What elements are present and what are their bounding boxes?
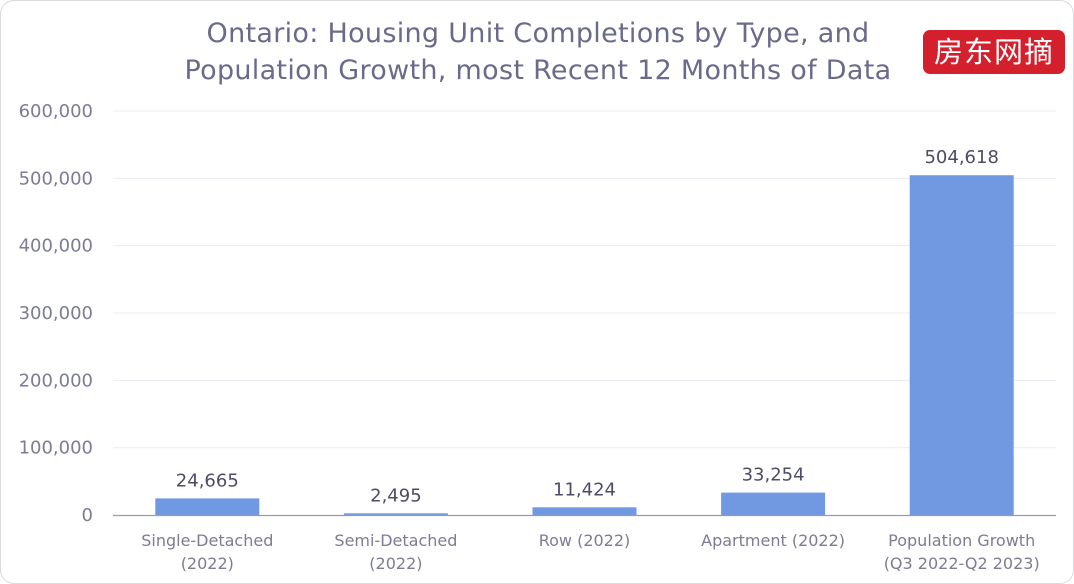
y-axis-tick-labels: 0 100,000 200,000 300,000 400,000 500,000 600,… <box>19 101 93 526</box>
bar <box>155 498 260 515</box>
x-category-label: (2022) <box>369 554 422 573</box>
x-category-label: Row (2022) <box>539 531 631 550</box>
bar <box>343 513 448 515</box>
y-tick-label: 400,000 <box>19 236 93 257</box>
x-axis-category-labels: Single-Detached (2022) Semi-Detached (2022)… <box>141 531 1039 573</box>
y-tick-label: 500,000 <box>19 168 93 189</box>
x-category-label: Semi-Detached <box>334 531 457 550</box>
chart-title-line-2: Population Growth, most Recent 12 Months… <box>184 55 892 86</box>
watermark-badge: 房东网摘 <box>923 30 1065 74</box>
x-category-label: Apartment (2022) <box>701 531 845 550</box>
y-tick-label: 100,000 <box>19 438 93 459</box>
x-category-label: Population Growth <box>888 531 1035 550</box>
x-category-label: (2022) <box>181 554 234 573</box>
gridlines <box>113 110 1056 449</box>
y-tick-label: 300,000 <box>19 303 93 324</box>
chart-title-line-1: Ontario: Housing Unit Completions by Typ… <box>206 18 870 49</box>
bar-value-label: 504,618 <box>924 147 998 168</box>
chart-title: Ontario: Housing Unit Completions by Typ… <box>1 15 1073 89</box>
bar <box>909 175 1014 515</box>
y-tick-label: 200,000 <box>19 370 93 391</box>
bar <box>721 492 826 515</box>
bars <box>155 175 1014 515</box>
data-labels: 24,665 2,495 11,424 33,254 504,618 <box>176 147 999 506</box>
x-category-label: (Q3 2022-Q2 2023) <box>884 554 1040 573</box>
bar-value-label: 2,495 <box>370 485 422 506</box>
y-tick-label: 0 <box>82 505 93 526</box>
x-category-label: Single-Detached <box>141 531 273 550</box>
bar-value-label: 11,424 <box>553 479 616 500</box>
bar-value-label: 24,665 <box>176 470 239 491</box>
bar-value-label: 33,254 <box>742 465 805 486</box>
bar <box>532 507 637 515</box>
y-tick-label: 600,000 <box>19 101 93 122</box>
